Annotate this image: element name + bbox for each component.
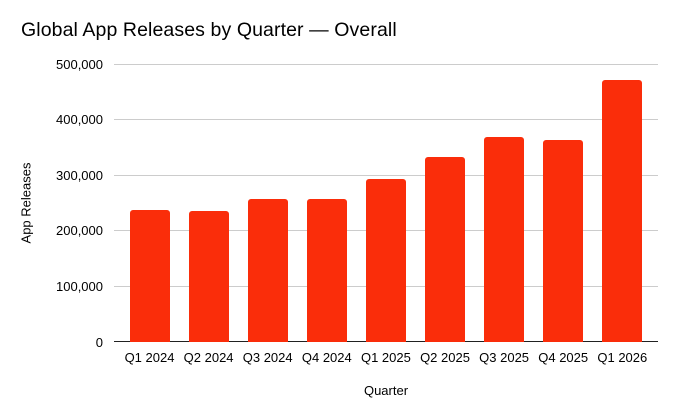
bar-q1-2024[interactable] [129, 210, 170, 342]
bar-q1-2026[interactable] [602, 79, 643, 342]
x-tick-label: Q1 2024 [124, 350, 175, 365]
y-tick-label: 300,000 [56, 167, 103, 183]
bar-q1-2025[interactable] [365, 178, 406, 342]
y-tick-label: 400,000 [56, 112, 103, 128]
bar-q2-2024[interactable] [188, 211, 229, 342]
gridline [114, 119, 658, 121]
x-tick-label: Q3 2025 [479, 350, 530, 365]
y-tick-label: 500,000 [56, 56, 103, 72]
x-tick-label: Q1 2026 [597, 350, 648, 365]
x-tick-label: Q1 2025 [360, 350, 411, 365]
gridline [114, 63, 658, 65]
gridline [114, 174, 658, 176]
x-tick-label: Q4 2024 [301, 350, 352, 365]
bar-q3-2025[interactable] [484, 137, 525, 342]
y-tick-label: 0 [95, 334, 103, 350]
bar-q2-2025[interactable] [425, 156, 465, 342]
y-axis-title: App Releases [18, 162, 34, 244]
bar-q4-2024[interactable] [306, 198, 347, 342]
bar-q3-2024[interactable] [247, 199, 288, 342]
bar-q4-2025[interactable] [543, 140, 584, 342]
x-tick-label: Q3 2024 [242, 350, 293, 365]
chart-title: Global App Releases by Quarter — Overall [21, 19, 397, 41]
x-tick-label: Q4 2025 [538, 350, 589, 365]
y-tick-label: 100,000 [56, 278, 103, 294]
x-tick-label: Q2 2024 [183, 350, 234, 365]
plot-area [114, 63, 658, 343]
x-axis-title: Quarter [363, 383, 409, 398]
x-tick-label: Q2 2025 [420, 350, 470, 365]
y-tick-label: 200,000 [56, 223, 103, 239]
